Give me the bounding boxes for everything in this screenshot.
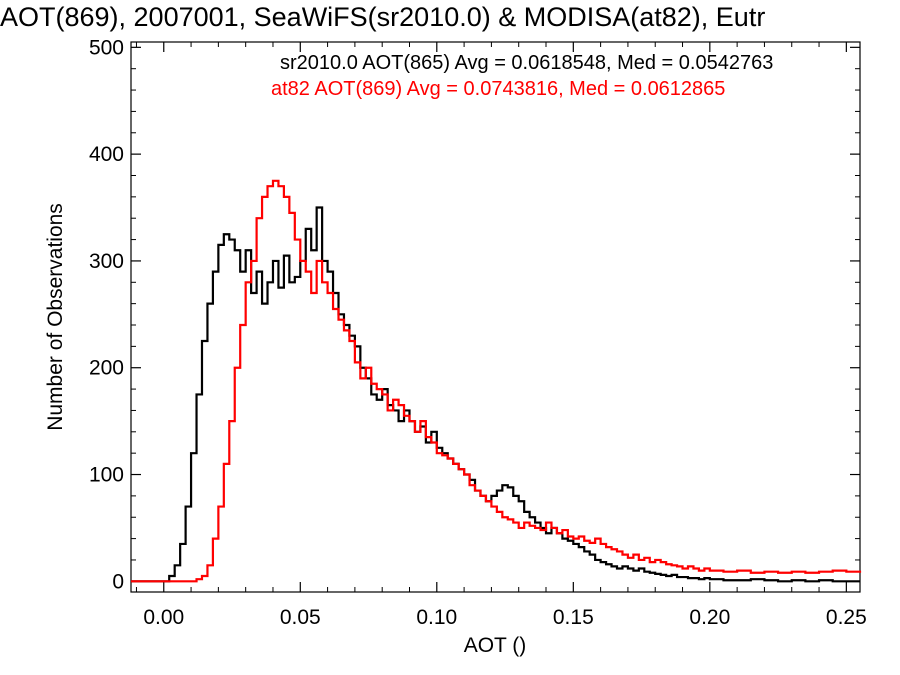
x-tick-label: 0.00 (143, 606, 184, 629)
y-tick-label: 300 (89, 250, 124, 273)
x-tick-label: 0.20 (689, 606, 730, 629)
y-tick-label: 400 (89, 143, 124, 166)
y-axis-label: Number of Observations (44, 203, 67, 431)
y-tick-label: 200 (89, 357, 124, 380)
plot-frame (130, 41, 861, 593)
x-tick-label: 0.10 (416, 606, 457, 629)
series-line-sr2010 (131, 206, 860, 583)
x-tick-label: 0.25 (826, 606, 867, 629)
y-axis-ticks: 0 100 200 300 400 500 (89, 36, 860, 593)
x-tick-label: 0.05 (280, 606, 321, 629)
y-tick-label: 0 (112, 570, 124, 593)
legend-entry-black: sr2010.0 AOT(865) Avg = 0.0618548, Med =… (280, 52, 773, 74)
x-tick-label: 0.15 (553, 606, 594, 629)
series-layer (131, 179, 862, 583)
x-axis-ticks: 0.00 0.05 0.10 0.15 0.20 0.25 (135, 42, 867, 629)
y-tick-label: 100 (89, 464, 124, 487)
legend-entry-red: at82 AOT(869) Avg = 0.0743816, Med = 0.0… (271, 78, 725, 100)
x-axis-label: AOT () (464, 634, 527, 657)
series-line-at82 (131, 179, 862, 583)
chart-title: AOT(869), 2007001, SeaWiFS(sr2010.0) & M… (0, 2, 765, 32)
y-tick-label: 500 (89, 36, 124, 59)
